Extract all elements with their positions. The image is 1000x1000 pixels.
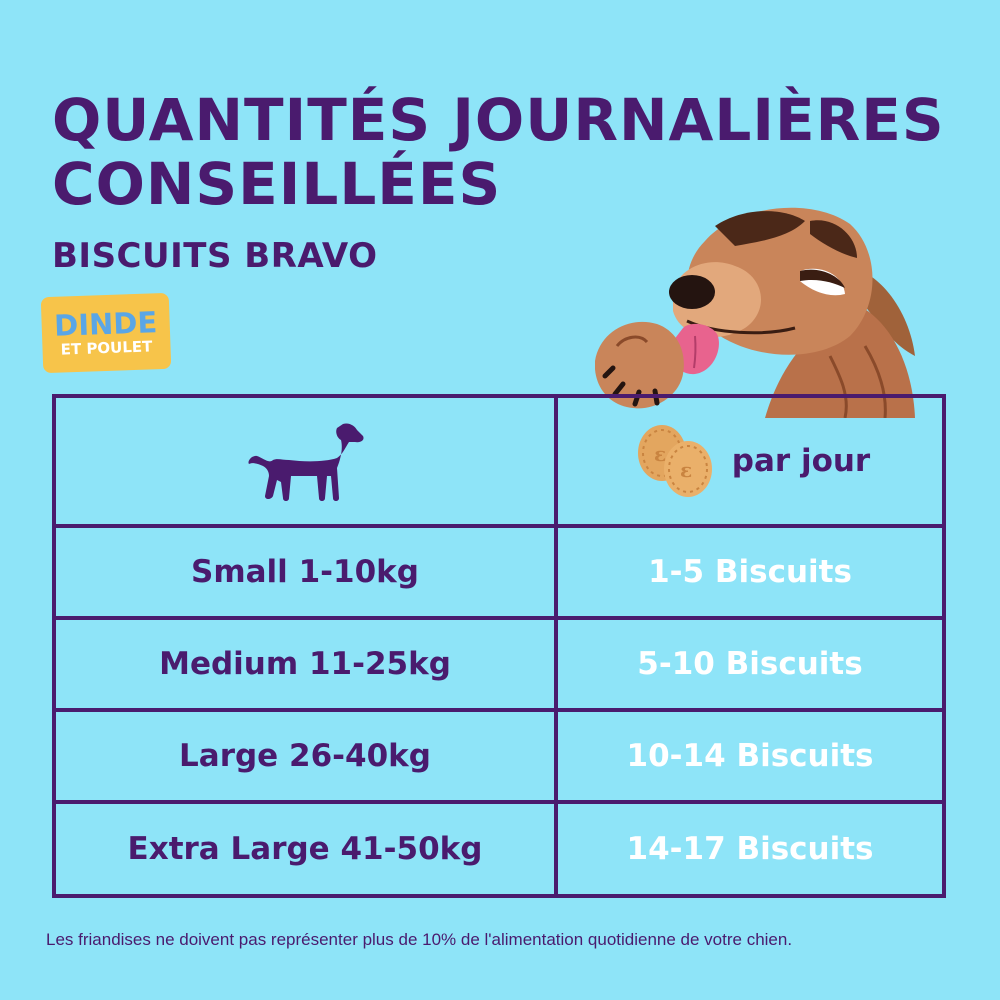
title-line-2: CONSEILLÉES [52, 150, 502, 218]
dog-silhouette-icon [248, 423, 364, 501]
amount-cell: 14-17 Biscuits [626, 831, 874, 867]
feeding-table: ε ε par jour Small 1-10kg 1-5 Biscuits M… [52, 394, 946, 898]
table-row: Medium 11-25kg 5-10 Biscuits [56, 620, 942, 712]
biscuits-icon: ε ε [637, 425, 712, 497]
size-cell: Large 26-40kg [56, 712, 558, 800]
dog-illustration [595, 207, 915, 418]
flavor-badge: DINDE ET POULET [40, 292, 172, 374]
table-header-row: ε ε par jour [56, 398, 942, 528]
amount-cell: 5-10 Biscuits [637, 646, 863, 682]
svg-text:ε: ε [680, 458, 692, 482]
page-title: QUANTITÉS JOURNALIÈRES CONSEILLÉES [52, 88, 952, 216]
size-cell: Medium 11-25kg [56, 620, 558, 708]
amount-cell: 1-5 Biscuits [648, 554, 852, 590]
table-header-size [56, 398, 558, 524]
title-line-1: QUANTITÉS JOURNALIÈRES [52, 86, 945, 154]
table-row: Large 26-40kg 10-14 Biscuits [56, 712, 942, 804]
flavor-badge-line-1: DINDE [53, 305, 158, 343]
table-header-amount: ε ε par jour [558, 398, 942, 524]
flavor-badge-line-2: ET POULET [60, 337, 153, 359]
size-cell: Extra Large 41-50kg [56, 804, 558, 894]
size-cell: Small 1-10kg [56, 528, 558, 616]
amount-cell: 10-14 Biscuits [626, 738, 874, 774]
per-day-label: par jour [731, 443, 871, 479]
footnote: Les friandises ne doivent pas représente… [46, 930, 793, 949]
table-row: Extra Large 41-50kg 14-17 Biscuits [56, 804, 942, 894]
svg-text:ε: ε [654, 442, 666, 466]
table-row: Small 1-10kg 1-5 Biscuits [56, 528, 942, 620]
page-subtitle: BISCUITS BRAVO [52, 236, 378, 276]
